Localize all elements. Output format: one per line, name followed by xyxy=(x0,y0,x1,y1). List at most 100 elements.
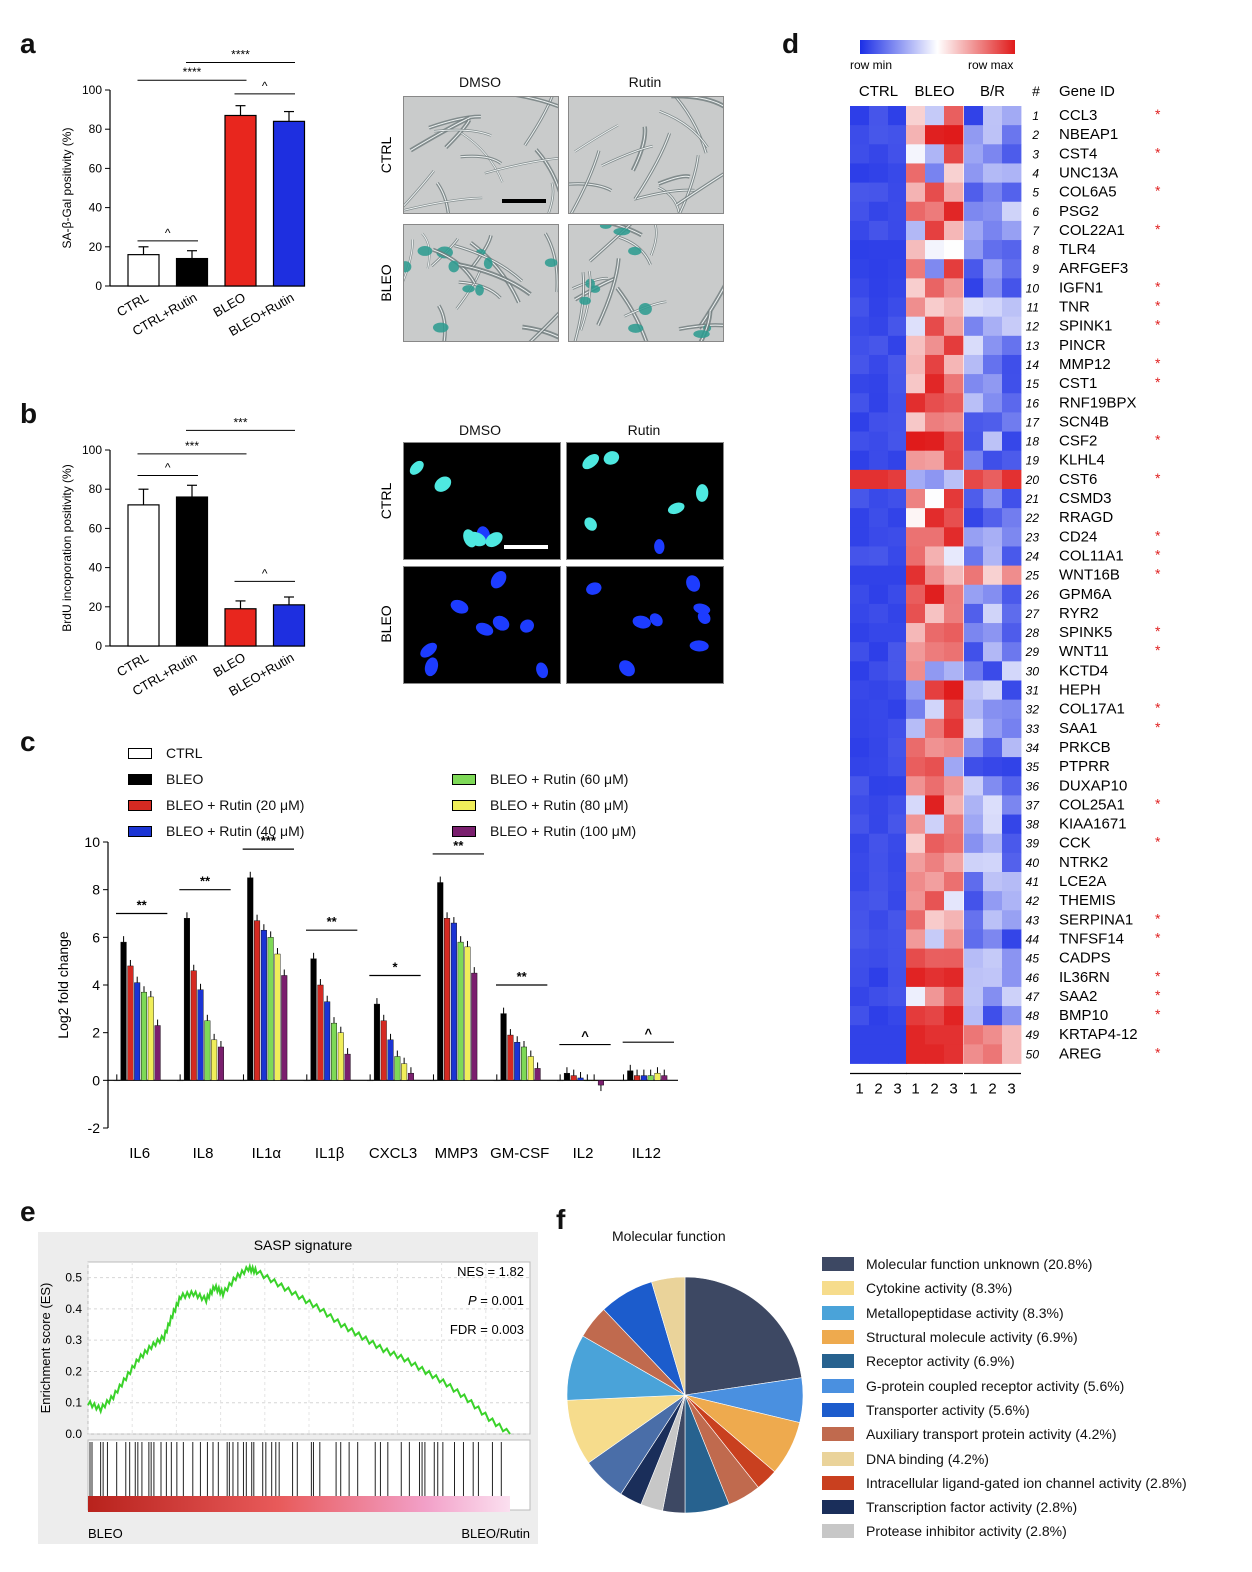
heatmap-cell xyxy=(869,929,889,949)
fluorescence-bleo-dmso xyxy=(403,566,561,684)
heatmap-cell xyxy=(850,1044,870,1064)
bar xyxy=(661,1075,668,1081)
significance-asterisk: * xyxy=(1155,278,1161,294)
svg-text:BLEO: BLEO xyxy=(378,264,394,301)
heatmap-cell xyxy=(944,546,964,566)
heatmap-cell xyxy=(964,929,984,949)
gene-id: COL11A1 xyxy=(1059,547,1124,564)
nucleus xyxy=(686,575,701,592)
enrichment-line xyxy=(87,1262,511,1435)
heatmap-cell xyxy=(925,699,945,720)
significance-label: ** xyxy=(200,874,211,889)
heatmap-cell xyxy=(925,508,945,528)
heatmap-cell xyxy=(850,584,870,605)
gene-id: TNFSF14 xyxy=(1059,930,1124,947)
heatmap-cell xyxy=(983,201,1003,222)
nucleus xyxy=(667,502,685,515)
heatmap-cell xyxy=(906,508,926,528)
cell-edge xyxy=(650,225,657,256)
significance-label: **** xyxy=(231,50,250,62)
legend-item: BLEO + Rutin (60 μM) xyxy=(452,766,712,792)
bar xyxy=(563,1072,570,1081)
significance-asterisk: * xyxy=(1155,719,1161,735)
heatmap-cell xyxy=(906,335,926,356)
sa-beta-gal-stain xyxy=(404,261,412,273)
row-number: 40 xyxy=(1026,856,1040,870)
gene-id: CSF2 xyxy=(1059,433,1097,450)
cell-edge xyxy=(572,277,608,290)
row-number: 4 xyxy=(1032,166,1039,180)
category-label: IL1α xyxy=(252,1145,282,1162)
heatmap-cell xyxy=(906,584,926,605)
heatmap-cell xyxy=(964,967,984,988)
heatmap-cell xyxy=(983,546,1003,566)
sa-beta-gal-stain xyxy=(628,323,644,333)
image-header-rutin-b: Rutin xyxy=(627,422,661,438)
heatmap-cell xyxy=(983,814,1003,835)
sa-beta-gal-stain xyxy=(432,322,449,333)
heatmap-cell xyxy=(869,852,889,873)
sa-beta-gal-stain xyxy=(579,296,591,305)
heatmap-cell xyxy=(869,469,889,490)
bar xyxy=(274,953,281,1081)
heatmap-cell xyxy=(850,508,870,528)
bar xyxy=(175,496,209,647)
heatmap-cell xyxy=(906,354,926,375)
heatmap-cell xyxy=(888,565,908,586)
legend-label: BLEO + Rutin (40 μM) xyxy=(166,823,305,839)
heatmap-cell xyxy=(964,584,984,605)
heatmap-cell xyxy=(906,910,926,930)
bar xyxy=(177,1080,184,1082)
heatmap-cell xyxy=(925,757,945,777)
heatmap-cell xyxy=(1002,297,1022,318)
bar xyxy=(272,604,306,647)
significance-asterisk: * xyxy=(1155,527,1161,543)
row-number: 6 xyxy=(1032,205,1039,219)
heatmap-cell xyxy=(888,1044,908,1064)
heatmap-cell xyxy=(850,431,870,452)
heatmap-cell xyxy=(944,967,964,988)
legend-label: Transporter activity (5.6%) xyxy=(866,1401,1030,1418)
heatmap-cell xyxy=(964,297,984,318)
heatmap-cell xyxy=(906,948,926,969)
legend-label: BLEO + Rutin (80 μM) xyxy=(490,797,629,813)
heatmap-cell xyxy=(906,776,926,796)
heatmap-cell xyxy=(906,278,926,298)
nucleus xyxy=(654,539,665,555)
fluorescence-ctrl-rutin xyxy=(566,442,724,560)
nucleus xyxy=(450,599,469,614)
heatmap-cell xyxy=(869,393,889,413)
heatmap-cell xyxy=(944,584,964,605)
row-number: 17 xyxy=(1026,415,1041,429)
heatmap-cell xyxy=(1002,201,1022,222)
y-tick-label: 40 xyxy=(89,561,103,575)
bar xyxy=(183,918,190,1081)
bar xyxy=(577,1077,584,1081)
cell-edge xyxy=(484,157,558,174)
row-number: 13 xyxy=(1026,339,1040,353)
replicate-label: 3 xyxy=(893,1081,901,1098)
bar xyxy=(331,1022,338,1081)
heatmap-cell xyxy=(869,354,889,375)
heatmap-cell xyxy=(983,891,1003,911)
bar xyxy=(464,946,471,1081)
replicate-label: 1 xyxy=(911,1081,919,1098)
heatmap-cell xyxy=(925,220,945,241)
legend-label: Intracellular ligand-gated ion channel a… xyxy=(866,1474,1187,1491)
heatmap-cell xyxy=(944,814,964,835)
gene-id: PSG2 xyxy=(1059,203,1099,220)
heatmap-cell xyxy=(906,565,926,586)
heatmap-cell xyxy=(850,125,870,145)
group-header: CTRL xyxy=(859,83,898,100)
bar xyxy=(500,1013,507,1081)
row-number: 1 xyxy=(1032,109,1039,123)
heatmap-cell xyxy=(944,106,964,126)
cell-edge xyxy=(460,155,502,164)
y-tick-label: 80 xyxy=(89,122,103,136)
heatmap-cell xyxy=(869,125,889,145)
heatmap-cell xyxy=(944,278,964,298)
y-tick-label: 0.1 xyxy=(65,1396,82,1410)
heatmap-cell xyxy=(983,527,1003,547)
heatmap-cell xyxy=(944,661,964,681)
